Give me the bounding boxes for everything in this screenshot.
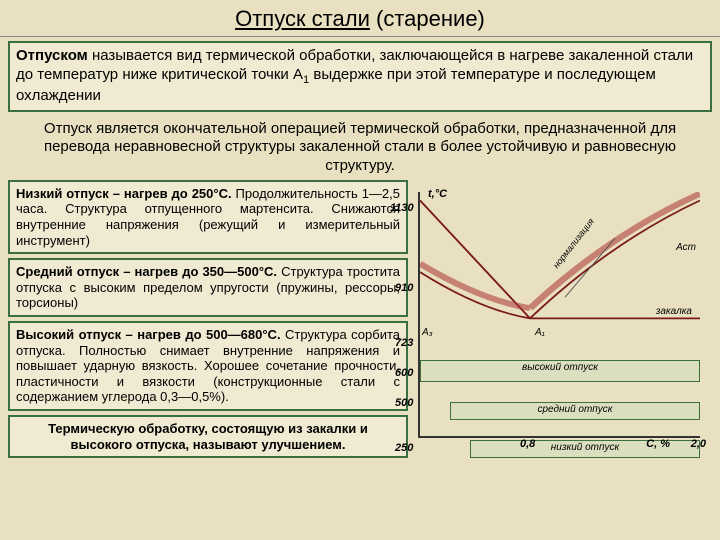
page-title: Отпуск стали (старение) — [0, 0, 720, 37]
definition-lead: Отпуском — [16, 47, 88, 64]
left-column: Низкий отпуск – нагрев до 250°С. Продолж… — [8, 180, 408, 458]
label-quench: закалка — [656, 306, 692, 317]
mid-lead: Средний отпуск – нагрев до 350—500°С. — [16, 264, 277, 279]
note-text: Термическую обработку, состоящую из зака… — [48, 421, 368, 452]
high-tempering-box: Высокий отпуск – нагрев до 500—680°С. Ст… — [8, 321, 408, 411]
low-tempering-box: Низкий отпуск – нагрев до 250°С. Продолж… — [8, 180, 408, 254]
intro-text: Отпуск является окончательной операцией … — [0, 116, 720, 180]
ytick-250: 250 — [395, 442, 413, 454]
x-axis-label: С, % — [646, 438, 670, 450]
note-box: Термическую обработку, состоящую из зака… — [8, 415, 408, 458]
band-mid: средний отпуск — [450, 402, 700, 420]
mid-tempering-box: Средний отпуск – нагрев до 350—500°С. Ст… — [8, 258, 408, 317]
xtick-08: 0,8 — [520, 438, 535, 450]
band-high: высокий отпуск — [420, 360, 700, 382]
ytick-500: 500 — [395, 397, 413, 409]
ytick-910: 910 — [395, 282, 413, 294]
ytick-1130: 1130 — [390, 202, 414, 214]
content-row: Низкий отпуск – нагрев до 250°С. Продолж… — [8, 180, 712, 458]
ytick-723: 723 — [395, 337, 413, 349]
high-lead: Высокий отпуск – нагрев до 500—680°С. — [16, 327, 281, 342]
y-axis-label: t,°C — [428, 188, 447, 200]
definition-box: Отпуском называется вид термической обра… — [8, 41, 712, 112]
label-acm: Аст — [676, 242, 696, 253]
ytick-600: 600 — [395, 367, 413, 379]
label-a3: А₃ — [422, 327, 433, 338]
definition-text: называется вид термической обработки, за… — [16, 47, 693, 104]
xtick-20: 2,0 — [691, 438, 706, 450]
title-paren: (старение) — [376, 6, 485, 31]
label-a1: А₁ — [535, 327, 545, 338]
title-main: Отпуск стали — [235, 6, 370, 31]
low-lead: Низкий отпуск – нагрев до 250°С. — [16, 186, 232, 201]
phase-diagram-chart: t,°C 1130 910 723 600 500 250 А₃ А₁ Аст … — [418, 192, 700, 438]
